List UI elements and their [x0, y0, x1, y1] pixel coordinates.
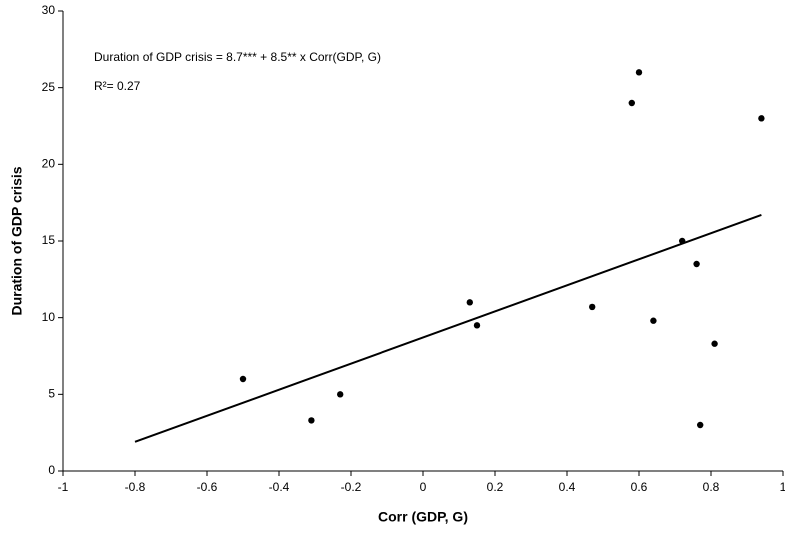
point	[758, 115, 765, 122]
x-tick-label: -0.2	[341, 480, 362, 494]
point	[466, 299, 473, 306]
x-tick-label: 0.6	[631, 480, 648, 494]
x-axis-title: Corr (GDP, G)	[378, 509, 468, 525]
annotation: Duration of GDP crisis = 8.7*** + 8.5** …	[94, 50, 381, 64]
point	[473, 322, 481, 329]
point	[589, 303, 596, 311]
point	[679, 237, 686, 245]
annotation: R²= 0.27	[94, 79, 141, 93]
x-tick-label: 0.4	[559, 480, 576, 494]
x-tick-label: 1	[780, 480, 785, 494]
x-tick-label: 0.2	[487, 480, 504, 494]
point	[697, 421, 704, 429]
point	[635, 69, 643, 76]
y-tick-label: 25	[42, 80, 56, 94]
point	[308, 417, 315, 424]
y-tick-label: 30	[42, 3, 56, 17]
y-tick-label: 0	[48, 463, 55, 477]
y-axis-title: Duration of GDP crisis	[9, 166, 25, 315]
x-tick-label: -1	[58, 480, 69, 494]
point	[711, 340, 718, 347]
y-tick-label: 5	[48, 387, 55, 401]
trend-line	[134, 213, 762, 443]
point	[239, 375, 247, 383]
x-tick-label: -0.6	[197, 480, 218, 494]
x-tick-label: 0	[420, 480, 427, 494]
point	[650, 317, 657, 324]
y-tick-label: 20	[42, 157, 56, 171]
point	[337, 391, 344, 398]
point	[693, 260, 700, 268]
y-tick-label: 15	[42, 233, 56, 247]
point	[628, 99, 635, 107]
x-tick-label: -0.4	[269, 480, 290, 494]
x-tick-label: -0.8	[125, 480, 146, 494]
y-tick-label: 10	[42, 310, 56, 324]
x-tick-label: 0.8	[703, 480, 720, 494]
